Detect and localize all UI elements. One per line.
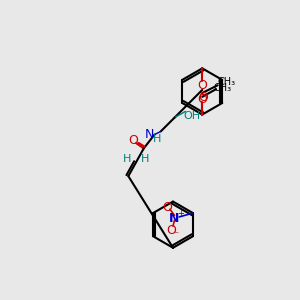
Text: O: O <box>162 201 172 214</box>
Text: H: H <box>153 134 161 144</box>
Text: ⁻: ⁻ <box>173 230 178 240</box>
Text: O: O <box>167 224 176 237</box>
Text: O: O <box>128 134 138 147</box>
Text: O: O <box>197 93 207 106</box>
Text: CH₃: CH₃ <box>218 77 236 87</box>
Text: H: H <box>141 154 149 164</box>
Text: OH: OH <box>183 111 200 121</box>
Text: H: H <box>123 154 131 164</box>
Text: N: N <box>145 128 154 141</box>
Text: O: O <box>198 91 208 104</box>
Text: CH₃: CH₃ <box>213 82 231 93</box>
Text: +: + <box>177 209 184 218</box>
Text: N: N <box>169 212 180 225</box>
Text: O: O <box>197 79 207 92</box>
